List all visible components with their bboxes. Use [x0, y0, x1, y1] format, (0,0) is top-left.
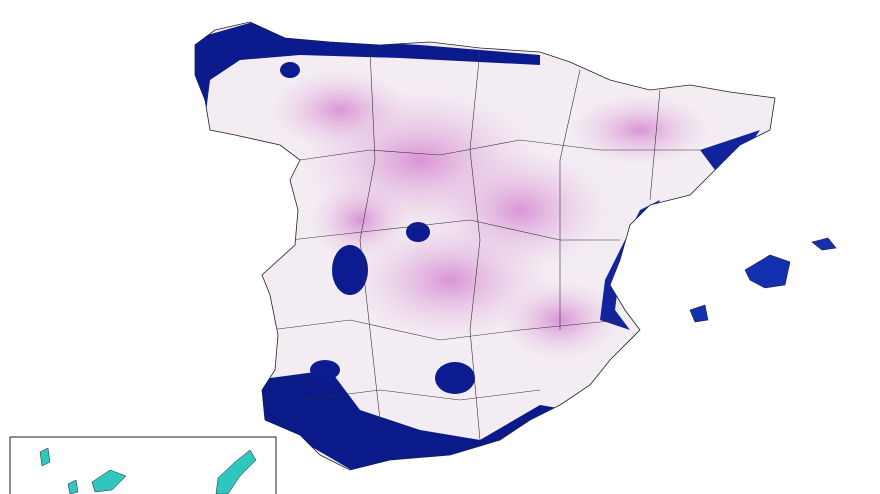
- canary-inset: [9, 436, 277, 494]
- balearic-islands: [689, 237, 837, 323]
- mainland: [194, 21, 776, 471]
